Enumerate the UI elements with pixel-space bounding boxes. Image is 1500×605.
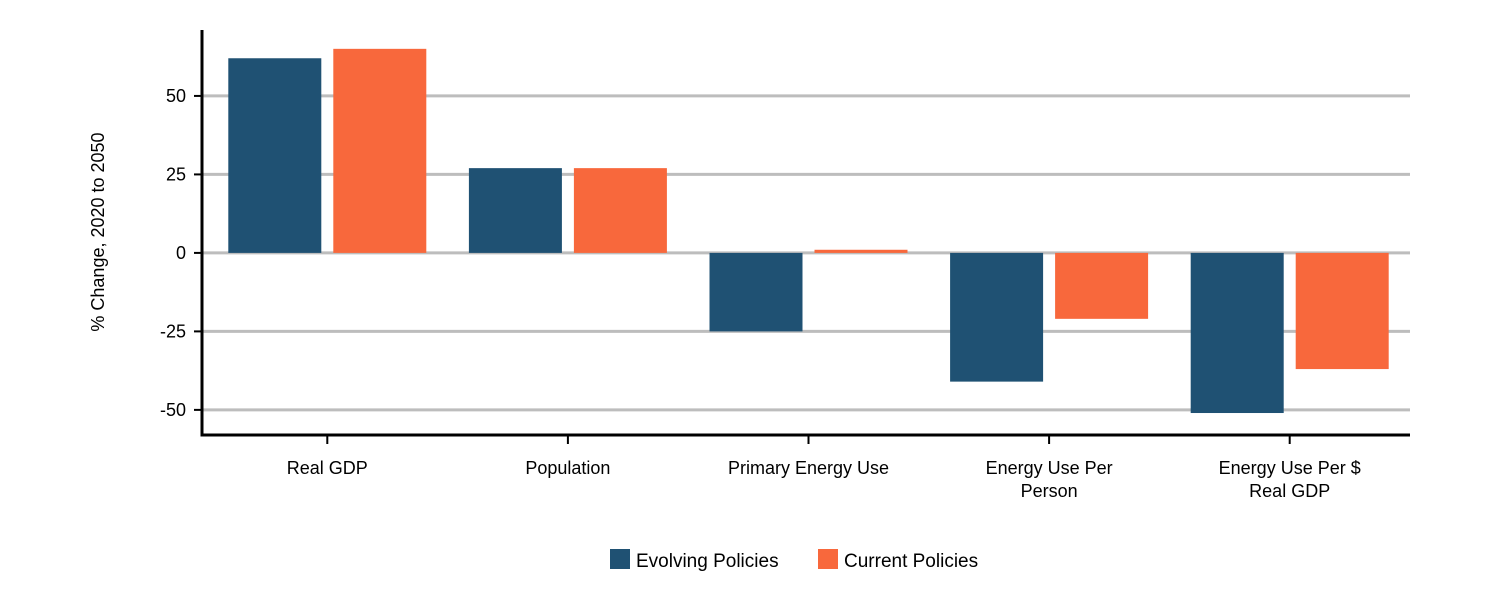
legend-swatch — [610, 549, 630, 569]
legend-label: Current Policies — [844, 551, 978, 572]
legend-label: Evolving Policies — [636, 551, 779, 572]
x-tick-label: Population — [525, 458, 610, 478]
y-tick-label: 50 — [166, 86, 186, 106]
y-tick-label: -50 — [160, 400, 186, 420]
bar-current-policies — [333, 48, 427, 253]
x-tick-label-line: Population — [525, 458, 610, 478]
bar-current-policies — [1055, 252, 1149, 319]
x-tick-label-line: Primary Energy Use — [728, 458, 889, 478]
legend-swatch — [818, 549, 838, 569]
x-tick-label: Energy Use Per $ Real GDP — [1219, 458, 1361, 501]
y-axis-title: % Change, 2020 to 2050 — [88, 132, 108, 331]
labels: 50 25 0 -25 -50 Real GDP Population Primary Ene… — [88, 86, 1361, 501]
bar-evolving-policies — [950, 252, 1044, 382]
bar-evolving-policies — [1190, 252, 1284, 414]
bar-evolving-policies — [709, 252, 803, 332]
bar-current-policies — [573, 168, 667, 253]
bar-evolving-policies — [468, 168, 562, 253]
bars — [228, 48, 1389, 414]
x-tick-label-line: Energy Use Per — [986, 458, 1113, 478]
bar-evolving-policies — [228, 58, 322, 253]
x-tick-label: Primary Energy Use — [728, 458, 889, 478]
y-tick-label: -25 — [160, 321, 186, 341]
x-tick-label-line: Energy Use Per $ — [1219, 458, 1361, 478]
bar-current-policies — [1295, 252, 1389, 370]
y-tick-label: 25 — [166, 164, 186, 184]
y-tick-label: 0 — [176, 243, 186, 263]
x-tick-label: Real GDP — [287, 458, 368, 478]
axes — [194, 30, 1410, 444]
x-tick-label-line: Real GDP — [1249, 481, 1330, 501]
bar-current-policies — [814, 249, 908, 253]
x-tick-label-line: Person — [1021, 481, 1078, 501]
x-tick-label: Energy Use Per Person — [986, 458, 1113, 501]
legend: Evolving Policies Current Policies — [610, 549, 978, 572]
x-tick-label-line: Real GDP — [287, 458, 368, 478]
